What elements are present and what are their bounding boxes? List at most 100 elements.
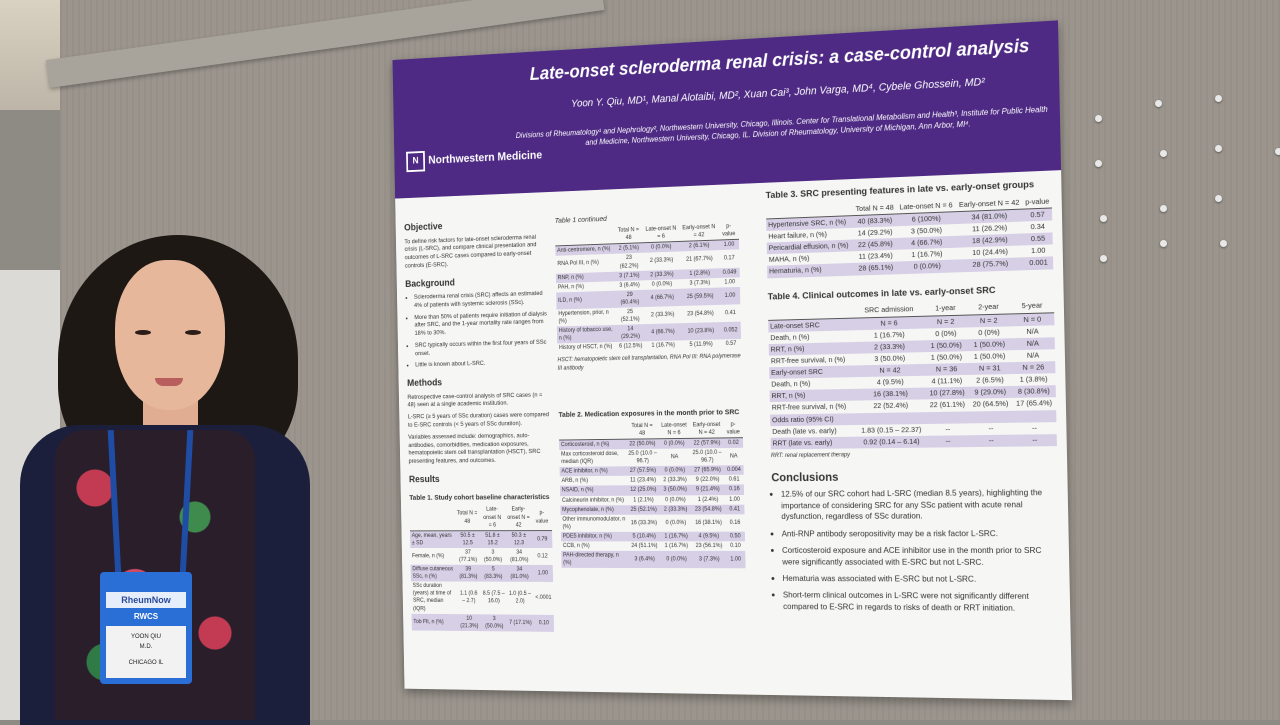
table-cell: 0.57 [1023, 208, 1052, 222]
table-cell: NSAID, n (%) [560, 486, 627, 496]
table-header-cell [409, 506, 455, 531]
table-cell [969, 410, 1013, 423]
table-cell: 25 (59.5%) [680, 287, 720, 306]
table-cell: 3 (6.4%) [628, 551, 661, 568]
table-cell: 0.92 (0.14 – 6.14) [856, 436, 926, 449]
table-header-cell: Total N = 48 [626, 421, 659, 439]
table-cell: -- [969, 434, 1013, 447]
table-cell: 50.5 ± 12.5 [455, 530, 480, 547]
badge-event: RWCS [106, 612, 186, 621]
table-row: RRT (late vs. early) 0.92 (0.14 – 6.14) --… [771, 434, 1057, 449]
table-row: Age, mean, years ± SD 50.5 ± 12.5 51.8 ± 1… [410, 530, 552, 548]
table-cell: N = 31 [968, 362, 1012, 375]
table-cell [926, 411, 969, 424]
objective-text: To define risk factors for late-onset sc… [404, 233, 547, 271]
table-cell: 16 (33.3%) [628, 514, 661, 531]
table1: Total N = 48 Late-onset N = 6 Early-onset … [409, 505, 554, 632]
push-pin [1215, 145, 1222, 152]
table-cell: Other immunomodulator, n (%) [561, 514, 628, 531]
research-poster: Late-onset scleroderma renal crisis: a c… [392, 20, 1072, 700]
table-cell: 0.16 [725, 514, 745, 532]
table-header-cell: 2-year [967, 301, 1011, 315]
table-cell: 1.00 [533, 565, 553, 582]
table-cell: 3 (50.0%) [481, 614, 507, 631]
table-header-cell: Early-onset N = 42 [690, 420, 724, 438]
table-cell: 23 (56.1%) [692, 541, 726, 551]
table-cell: 0.16 [725, 485, 744, 495]
table-header-cell: p-value [723, 420, 743, 438]
table-cell: 0.50 [726, 532, 745, 542]
push-pin [1100, 255, 1107, 262]
table-cell: 2 (33.3%) [659, 476, 691, 486]
table-cell: 4 (66.7%) [645, 323, 682, 341]
table-cell: 5 (11.9%) [681, 340, 721, 351]
conclusion-item: Anti-RNP antibody seropositivity may be … [782, 528, 1059, 540]
table-cell: ILD, n (%) [556, 291, 615, 310]
table-cell: 2 (33.3%) [660, 505, 692, 515]
background-item: Scleroderma renal crisis (SRC) affects a… [414, 290, 548, 310]
badge-card: YOON QIU M.D. CHICAGO IL [106, 626, 186, 678]
table-cell: 1 (50.0%) [968, 338, 1012, 351]
table-cell: 0 (0%) [967, 326, 1011, 339]
table-cell: 28 (65.1%) [854, 262, 898, 275]
table-header-cell: Total N = 48 [614, 225, 643, 244]
table-cell: 1.00 [720, 287, 741, 305]
badge-city: CHICAGO IL [106, 660, 186, 666]
table-cell: 9 (21.4%) [691, 485, 725, 495]
push-pin [1095, 160, 1102, 167]
table-cell: 10 (27.8%) [926, 387, 969, 400]
table-header-cell: 1-year [924, 302, 967, 316]
table-cell: 0.12 [532, 548, 552, 565]
table-cell: Age, mean, years ± SD [410, 531, 456, 548]
badge-name: YOON QIU [106, 634, 186, 640]
methods-heading: Methods [407, 375, 549, 390]
push-pin [1160, 150, 1167, 157]
table-cell: Mycophenolate, n (%) [560, 505, 627, 515]
table-cell: 7 (17.1%) [507, 614, 534, 631]
table-cell: 23 (62.2%) [615, 253, 644, 271]
logo-mark-icon: N [406, 151, 425, 172]
push-pin [1155, 100, 1162, 107]
table-cell: 51.8 ± 15.2 [480, 530, 506, 548]
table-cell: N = 26 [1011, 361, 1055, 374]
table4-footnote: RRT: renal replacement therapy [771, 449, 1057, 460]
table-cell: 1 (3.8%) [1012, 373, 1056, 386]
table-cell: 25.0 (10.0 – 96.7) [690, 448, 724, 466]
table-cell: 3 (50.0%) [480, 548, 506, 565]
table-cell: 11 (23.4%) [627, 476, 660, 486]
background-item: More than 50% of patients require initia… [414, 310, 548, 338]
mouth [155, 378, 183, 386]
table1-continued: Total N = 48 Late-onset N = 6 Early-onset … [555, 222, 741, 354]
table-cell: Tob Flt, n (%) [412, 613, 458, 630]
table-cell: 1 (50.0%) [925, 351, 968, 364]
table-cell: 16 (38.1%) [691, 514, 725, 532]
table-cell [1012, 410, 1056, 423]
table-cell: 0 (0.0%) [661, 551, 693, 568]
table-header-cell [555, 226, 614, 246]
table-cell: 1.00 [725, 495, 744, 505]
push-pin [1160, 205, 1167, 212]
table-cell: -- [1013, 422, 1057, 435]
table-cell: Max corticosteroid dose, median (IQR) [559, 449, 626, 467]
conclusions-list: 12.5% of our SRC cohort had L-SRC (media… [772, 487, 1061, 614]
table-cell: 12 (25.0%) [627, 485, 660, 495]
table-cell: RNA Pol III, n (%) [555, 254, 614, 273]
table-cell: 10 (23.8%) [681, 322, 721, 340]
table-cell: 21 (67.7%) [679, 250, 719, 269]
table-row: Mycophenolate, n (%) 25 (52.1%) 2 (33.3%) 2… [560, 504, 744, 514]
table-header-cell [559, 421, 626, 440]
table-cell: 1.0 (0.5 – 2.0) [506, 582, 533, 614]
table-row: Max corticosteroid dose, median (IQR) 25.… [559, 448, 743, 467]
table-cell: 2 (33.3%) [643, 252, 680, 271]
table-cell: 20 (64.5%) [969, 398, 1013, 411]
table-cell: 4 (9.5%) [692, 532, 726, 542]
table-cell: 0.17 [719, 250, 740, 268]
table2: Total N = 48 Late-onset N = 6 Early-onset … [559, 420, 746, 569]
background-item: Little is known about L-SRC. [415, 359, 549, 370]
logo-text: Northwestern Medicine [428, 148, 542, 166]
table-cell: 22 (57.9%) [690, 438, 724, 449]
table-cell: 22 (50.0%) [626, 439, 659, 449]
table-cell: 1 (50.0%) [968, 350, 1012, 363]
table-cell: 25.0 (10.0 – 96.7) [626, 449, 659, 467]
table-row: Female, n (%) 37 (77.1%) 3 (50.0%) 34 (81.0… [410, 548, 552, 565]
